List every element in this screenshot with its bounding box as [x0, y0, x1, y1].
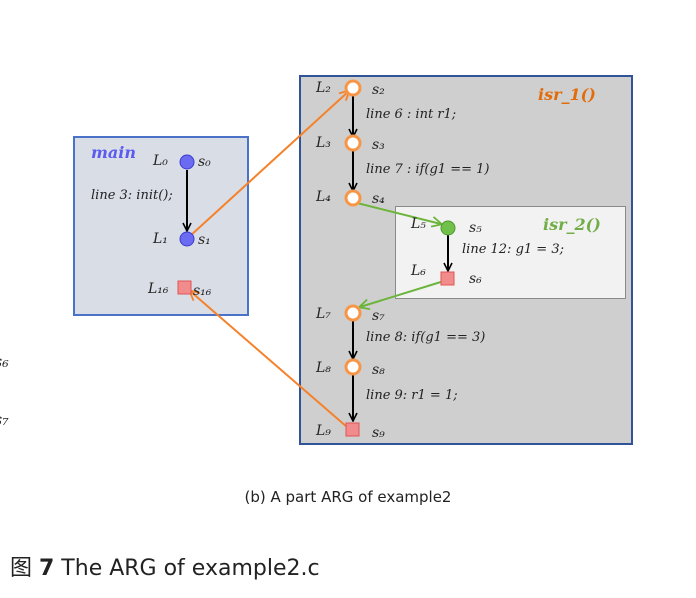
node-s9 [345, 422, 360, 437]
figure-caption-prefix: 图 [10, 556, 39, 581]
label-L6: L₆ [411, 263, 426, 279]
left-cut-label-s7: s₇ [0, 410, 9, 429]
figure-number: 7 [39, 556, 55, 581]
node-s5 [440, 220, 456, 236]
label-s4: s₄ [372, 191, 385, 207]
main-title: main [91, 143, 137, 162]
label-L5: L₅ [411, 216, 426, 232]
label-L1: L₁ [153, 231, 168, 247]
label-s2: s₂ [372, 82, 385, 98]
edge-s4-s5 [356, 202, 441, 224]
label-s8: s₈ [372, 362, 385, 378]
label-L7: L₇ [316, 306, 331, 322]
main-function-box [73, 136, 249, 316]
figure-caption-text: The ARG of example2.c [54, 556, 320, 581]
isr2-title: isr_2() [543, 215, 601, 234]
edge-s6-s7 [360, 280, 445, 307]
node-s6 [440, 271, 455, 286]
node-s0 [179, 154, 195, 170]
label-s7: s₇ [372, 308, 385, 324]
edge-s9-s16 [190, 291, 348, 428]
left-cut-label-s6: s₆ [0, 352, 9, 371]
main-stmt-line3: line 3: init(); [91, 188, 173, 203]
label-s3: s₃ [372, 137, 385, 153]
label-L4: L₄ [316, 189, 331, 205]
node-s16 [177, 280, 192, 295]
label-s5: s₅ [469, 220, 482, 236]
isr2-stmt-line12: line 12: g1 = 3; [462, 242, 564, 257]
node-s7 [344, 304, 362, 322]
label-s0: s₀ [198, 154, 211, 170]
label-L2: L₂ [316, 80, 331, 96]
subfigure-caption: (b) A part ARG of example2 [244, 488, 452, 506]
isr1-stmt-line7: line 7 : if(g1 == 1) [366, 162, 490, 177]
label-L9: L₉ [316, 423, 331, 439]
edge-s1-s2 [189, 91, 349, 237]
label-L8: L₈ [316, 360, 331, 376]
label-L3: L₃ [316, 135, 331, 151]
isr1-stmt-line9: line 9: r1 = 1; [366, 388, 458, 403]
isr1-stmt-line8: line 8: if(g1 == 3) [366, 330, 486, 345]
label-L0: L₀ [153, 153, 168, 169]
isr1-title: isr_1() [538, 85, 596, 104]
node-s1 [179, 231, 195, 247]
isr1-stmt-line6: line 6 : int r1; [366, 107, 457, 122]
label-L16: L₁₆ [148, 281, 169, 297]
node-s2 [344, 79, 362, 97]
figure-caption: 图 7 The ARG of example2.c [10, 550, 320, 582]
label-s1: s₁ [198, 232, 211, 248]
label-s6: s₆ [469, 271, 482, 287]
label-s16: s₁₆ [193, 283, 212, 299]
node-s8 [344, 358, 362, 376]
node-s3 [344, 134, 362, 152]
label-s9: s₉ [372, 425, 385, 441]
node-s4 [344, 189, 362, 207]
